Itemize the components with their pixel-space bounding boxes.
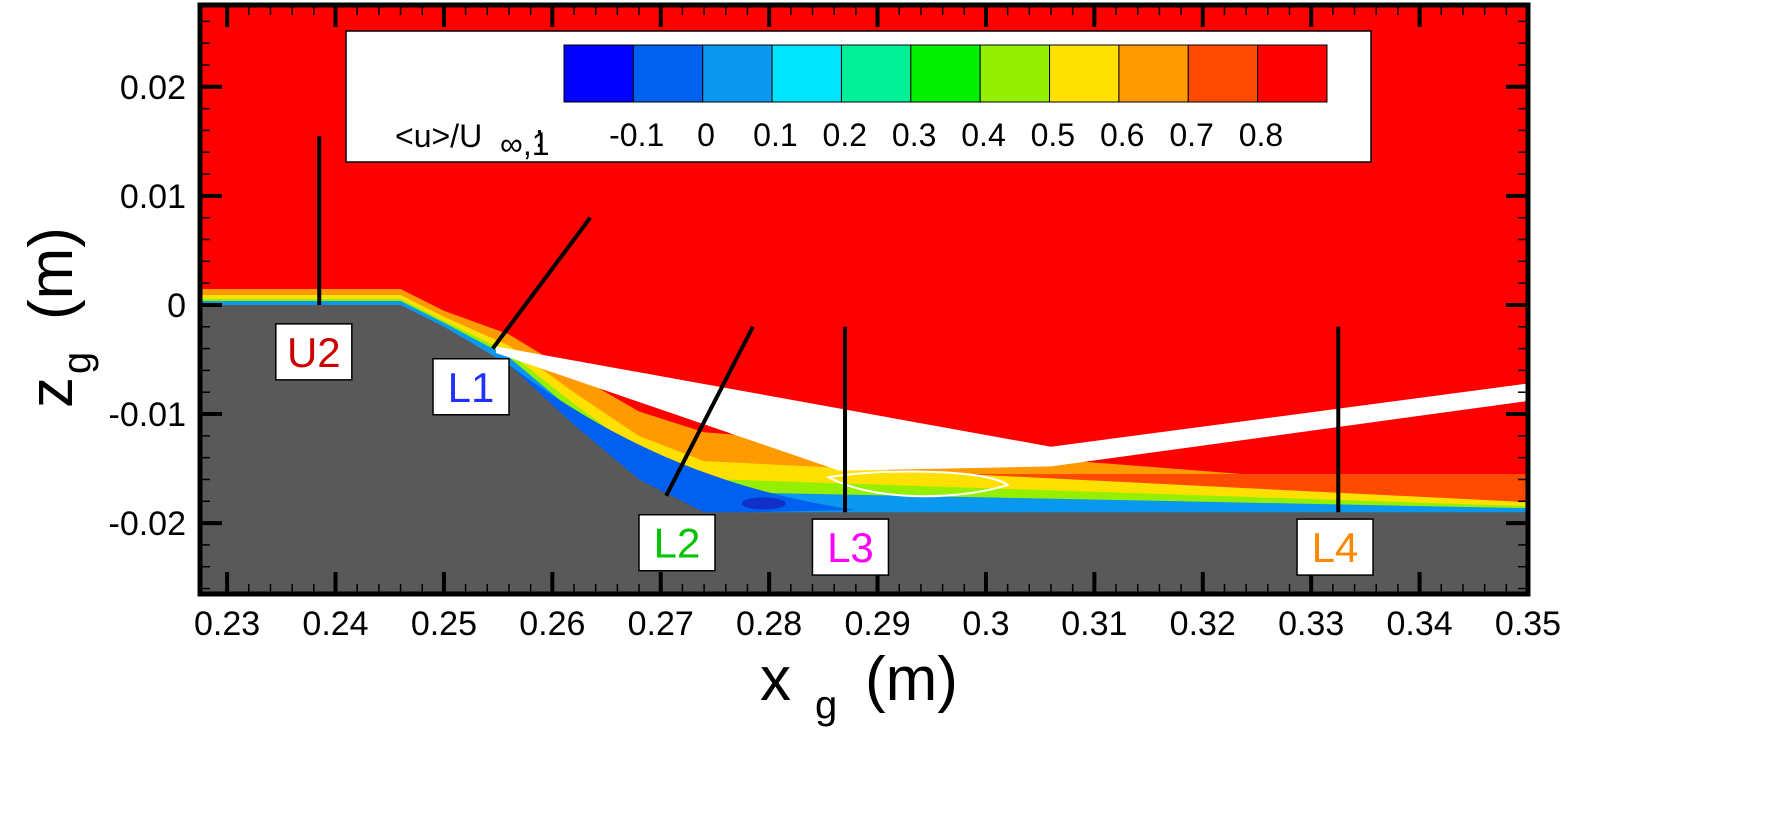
x-tick-label: 0.32 xyxy=(1170,605,1236,643)
colorbar-label-subscript: ∞,1 xyxy=(500,126,550,162)
colorbar-tick-label: 0.3 xyxy=(892,117,936,153)
probe-label-u2: U2 xyxy=(287,329,341,376)
y-tick-label: 0.02 xyxy=(120,69,186,107)
shear-layer-white-band xyxy=(495,346,1528,471)
y-axis-symbol: z xyxy=(17,377,86,408)
colorbar-legend: -0.1 0 0.1 0.2 0.3 0.4 0.5 0.6 0.7 0.8 <u>/U ∞,1 … xyxy=(345,30,1372,163)
y-tick-label: 0 xyxy=(167,287,186,325)
x-tick-label: 0.28 xyxy=(736,605,802,643)
probe-lines: U2 L1 L2 L3 L4 xyxy=(275,135,1374,576)
colorbar-tick-label: 0 xyxy=(697,117,715,153)
x-tick-label: 0.24 xyxy=(302,605,368,643)
y-tick-label: 0.01 xyxy=(120,178,186,216)
separation-core xyxy=(741,497,786,510)
colorbar-tick-label: 0.7 xyxy=(1169,117,1213,153)
colorbar-swatch xyxy=(910,44,981,103)
y-axis-subscript: g xyxy=(55,352,99,374)
x-axis-title: x g (m) xyxy=(760,645,958,727)
colorbar-swatch xyxy=(771,44,842,103)
colorbar-tick-label: 0.4 xyxy=(961,117,1005,153)
colorbar-tick-label: 0.1 xyxy=(753,117,797,153)
probe-label-l1: L1 xyxy=(448,364,495,411)
plot-frame xyxy=(197,2,1531,597)
colorbar-swatch xyxy=(840,44,912,103)
x-tick-label: 0.31 xyxy=(1061,605,1127,643)
x-axis-symbol: x xyxy=(760,645,791,714)
x-axis-subscript: g xyxy=(815,683,837,727)
x-tick-label: 0.23 xyxy=(194,605,260,643)
colorbar-swatch xyxy=(1187,44,1259,103)
colorbar-swatch xyxy=(1257,44,1328,103)
x-tick-label: 0.25 xyxy=(411,605,477,643)
x-tick-labels: 0.23 0.24 0.25 0.26 0.27 0.28 0.29 0.3 0.31 0.32 0… xyxy=(194,605,1561,643)
colorbar-tick-label: 0.8 xyxy=(1239,117,1283,153)
probe-label-box-u2 xyxy=(275,323,353,381)
probe-label-l2: L2 xyxy=(654,520,701,567)
x-tick-label: 0.26 xyxy=(519,605,585,643)
probe-label-box-l2 xyxy=(638,513,716,572)
x-tick-label: 0.34 xyxy=(1386,605,1452,643)
colorbar-swatch xyxy=(1118,44,1189,103)
y-axis-unit: (m) xyxy=(17,227,86,320)
colorbar-tick-label: 0.2 xyxy=(823,117,867,153)
probe-line-l2 xyxy=(664,325,755,497)
colorbar-swatch xyxy=(563,44,634,103)
probe-label-box-l4 xyxy=(1296,518,1374,576)
colorbar-swatch xyxy=(702,44,773,103)
x-tick-label: 0.35 xyxy=(1495,605,1561,643)
colorbar-swatches xyxy=(563,44,1328,103)
y-tick-label: -0.01 xyxy=(109,396,187,434)
y-tick-label: -0.02 xyxy=(109,505,187,543)
colorbar-tick-labels: -0.1 0 0.1 0.2 0.3 0.4 0.5 0.6 0.7 0.8 xyxy=(609,117,1283,153)
probe-label-box-l3 xyxy=(811,518,890,576)
x-tick-label: 0.3 xyxy=(962,605,1009,643)
y-axis-title: z g (m) xyxy=(17,227,99,408)
probe-label-l3: L3 xyxy=(827,524,874,571)
colorbar-label: <u>/U xyxy=(395,118,482,154)
colorbar-tick-label: -0.1 xyxy=(609,117,664,153)
x-axis-unit: (m) xyxy=(865,645,958,714)
probe-label-l4: L4 xyxy=(1312,524,1359,571)
axis-ticks xyxy=(200,5,1530,594)
probe-label-box-l1 xyxy=(432,358,510,416)
probe-line-l1 xyxy=(491,216,592,350)
separation-bubble xyxy=(495,355,856,514)
colorbar-swatch xyxy=(979,44,1051,103)
colorbar-label-colon: : xyxy=(535,118,544,154)
reattachment-contours xyxy=(825,470,1010,498)
y-tick-labels: 0.02 0.01 0 -0.01 -0.02 xyxy=(109,69,187,543)
colorbar-swatch xyxy=(632,44,704,103)
x-tick-label: 0.27 xyxy=(628,605,694,643)
x-tick-label: 0.29 xyxy=(844,605,910,643)
x-tick-label: 0.33 xyxy=(1278,605,1344,643)
colorbar-swatch xyxy=(1049,44,1120,103)
colorbar-tick-label: 0.5 xyxy=(1031,117,1075,153)
wall-geometry xyxy=(200,304,1528,594)
colorbar-tick-label: 0.6 xyxy=(1100,117,1144,153)
